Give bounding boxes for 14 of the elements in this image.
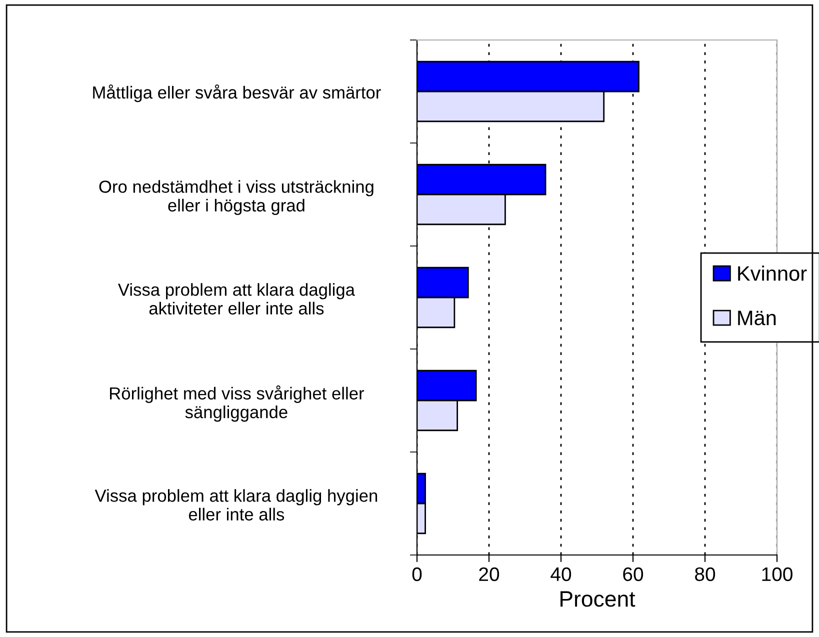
x-tick-label: 80 (695, 567, 716, 582)
legend-label: Kvinnor (738, 266, 807, 281)
y-tick-label: Vissa problem att klara dagliga aktiviteter eller inte alls (118, 283, 355, 315)
legend-label: Män (738, 310, 776, 326)
y-tick-label: Måttliga eller svåra besvär av smärtor (93, 84, 381, 102)
y-tick-label: Vissa problem att klara daglig hygien eller inte alls (94, 489, 378, 521)
x-tick-label: 0 (412, 567, 422, 582)
x-tick-label: 100 (762, 567, 792, 582)
x-tick-label: 60 (623, 567, 644, 582)
x-tick-label: 20 (479, 567, 500, 582)
y-tick-label: Rörlighet med viss svårighet eller sängliggande (110, 385, 364, 422)
x-tick-label: 40 (550, 567, 572, 582)
y-tick-label: Oro nedstämdhet i viss utsträckning eller i högsta grad (99, 180, 374, 215)
x-axis-title: Procent (560, 591, 636, 607)
